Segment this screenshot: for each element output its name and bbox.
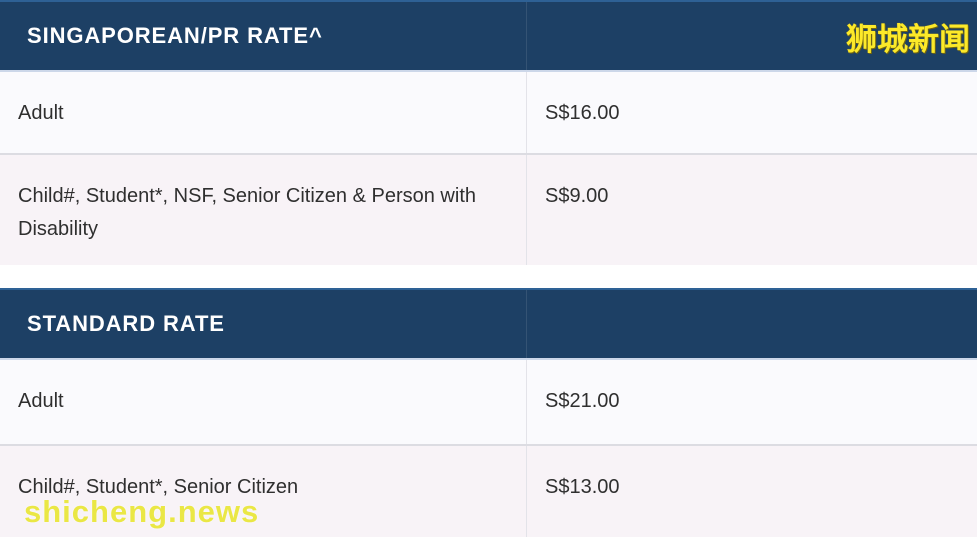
table-row: Adult S$16.00 — [0, 72, 977, 153]
table-title: SINGAPOREAN/PR RATE^ — [27, 23, 323, 48]
table-row: Child#, Student*, Senior Citizen S$13.00 — [0, 444, 977, 537]
table-header-singaporean-pr: SINGAPOREAN/PR RATE^ — [0, 0, 977, 72]
rate-table-singaporean-pr: SINGAPOREAN/PR RATE^ Adult S$16.00 Child… — [0, 0, 977, 265]
category-cell: Child#, Student*, NSF, Senior Citizen & … — [0, 155, 527, 265]
price-cell: S$9.00 — [545, 185, 609, 207]
table-gap — [0, 265, 977, 288]
category-cell: Child#, Student*, Senior Citizen — [0, 446, 527, 537]
table-row: Child#, Student*, NSF, Senior Citizen & … — [0, 153, 977, 265]
table-header-standard: STANDARD RATE — [0, 288, 977, 360]
header-cell: SINGAPOREAN/PR RATE^ — [0, 2, 527, 70]
category-cell: Adult — [0, 72, 527, 153]
price-cell: S$21.00 — [545, 390, 620, 412]
category-cell: Adult — [0, 360, 527, 444]
header-cell: STANDARD RATE — [0, 290, 527, 358]
price-cell: S$13.00 — [545, 476, 620, 498]
table-row: Adult S$21.00 — [0, 360, 977, 444]
rate-table-standard: STANDARD RATE Adult S$21.00 Child#, Stud… — [0, 288, 977, 537]
price-cell: S$16.00 — [545, 102, 620, 124]
table-title: STANDARD RATE — [27, 311, 225, 336]
